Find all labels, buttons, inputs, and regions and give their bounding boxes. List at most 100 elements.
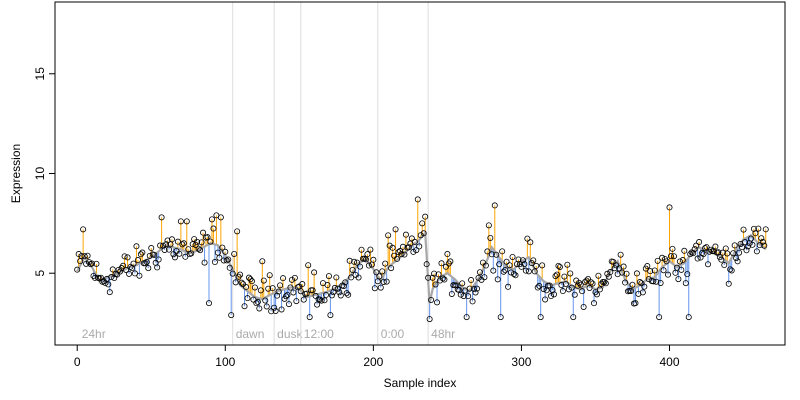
data-point: [325, 273, 332, 280]
data-point: [89, 260, 96, 267]
data-point: [519, 257, 526, 264]
data-point: [204, 234, 211, 241]
data-point: [194, 238, 201, 245]
data-point: [413, 247, 420, 254]
data-point: [176, 250, 183, 257]
data-point: [602, 280, 609, 287]
data-point: [488, 251, 495, 258]
data-point: [721, 262, 728, 269]
data-point: [505, 283, 512, 290]
data-point: [120, 262, 127, 269]
data-point: [598, 280, 605, 287]
data-point: [638, 280, 645, 287]
data-point: [142, 260, 149, 267]
data-point: [734, 258, 741, 265]
data-point: [155, 256, 162, 263]
data-point: [539, 262, 546, 269]
data-point: [756, 242, 763, 249]
data-point: [186, 251, 193, 258]
data-point: [299, 281, 306, 288]
phase-label-48hr: 48hr: [431, 327, 455, 341]
data-point: [84, 252, 91, 259]
x-tick-label: 400: [659, 355, 679, 369]
data-point: [216, 254, 223, 261]
data-point: [730, 250, 737, 257]
data-point: [121, 253, 128, 260]
data-point: [576, 279, 583, 286]
data-point: [574, 282, 581, 289]
data-point: [439, 275, 446, 282]
data-point: [74, 266, 81, 273]
data-point: [288, 276, 295, 283]
data-point: [349, 266, 356, 273]
data-point: [419, 220, 426, 227]
data-point: [248, 278, 255, 285]
data-point: [521, 261, 528, 268]
data-point: [762, 226, 769, 233]
data-point: [636, 279, 643, 286]
data-point: [644, 263, 651, 270]
data-point: [354, 259, 361, 266]
data-point: [425, 274, 432, 281]
data-point: [628, 287, 635, 294]
data-point: [277, 282, 284, 289]
data-point: [469, 298, 476, 305]
data-point: [157, 242, 164, 249]
data-point: [580, 303, 587, 310]
data-point: [611, 265, 618, 272]
data-point: [392, 226, 399, 233]
data-point: [226, 264, 233, 271]
data-point: [549, 287, 556, 294]
data-point: [542, 296, 549, 303]
data-point: [287, 284, 294, 291]
data-point: [607, 269, 614, 276]
data-point: [657, 279, 664, 286]
data-point: [665, 271, 672, 278]
data-point: [232, 279, 239, 286]
data-point: [168, 236, 175, 243]
data-point: [491, 202, 498, 209]
data-point: [364, 251, 371, 258]
data-point: [303, 290, 310, 297]
data-point: [438, 260, 445, 267]
data-point: [731, 242, 738, 249]
data-point: [678, 266, 685, 273]
data-point: [268, 308, 275, 315]
data-point: [571, 291, 578, 298]
data-point: [448, 290, 455, 297]
data-point: [182, 253, 189, 260]
data-point: [619, 269, 626, 276]
data-point: [490, 267, 497, 274]
data-point: [188, 250, 195, 257]
data-point: [312, 292, 319, 299]
data-point: [334, 285, 341, 292]
data-point: [533, 262, 540, 269]
data-point: [377, 284, 384, 291]
data-point: [482, 262, 489, 269]
data-point: [718, 256, 725, 263]
data-point: [380, 278, 387, 285]
data-point: [401, 251, 408, 258]
y-tick-label: 5: [33, 270, 47, 277]
data-point: [558, 282, 565, 289]
data-point: [753, 248, 760, 255]
data-point: [93, 260, 100, 267]
data-point: [256, 305, 263, 312]
data-point: [357, 263, 364, 270]
data-point: [497, 314, 504, 321]
data-point: [358, 246, 365, 253]
data-point: [568, 284, 575, 291]
data-point: [679, 257, 686, 264]
data-point: [632, 300, 639, 307]
data-point: [351, 258, 358, 265]
data-point: [171, 254, 178, 261]
data-point: [134, 257, 141, 264]
data-point: [394, 255, 401, 262]
data-point: [556, 263, 563, 270]
data-point: [205, 300, 212, 307]
data-point: [306, 314, 313, 321]
data-point: [154, 264, 161, 271]
data-point: [222, 248, 229, 255]
data-point: [472, 289, 479, 296]
